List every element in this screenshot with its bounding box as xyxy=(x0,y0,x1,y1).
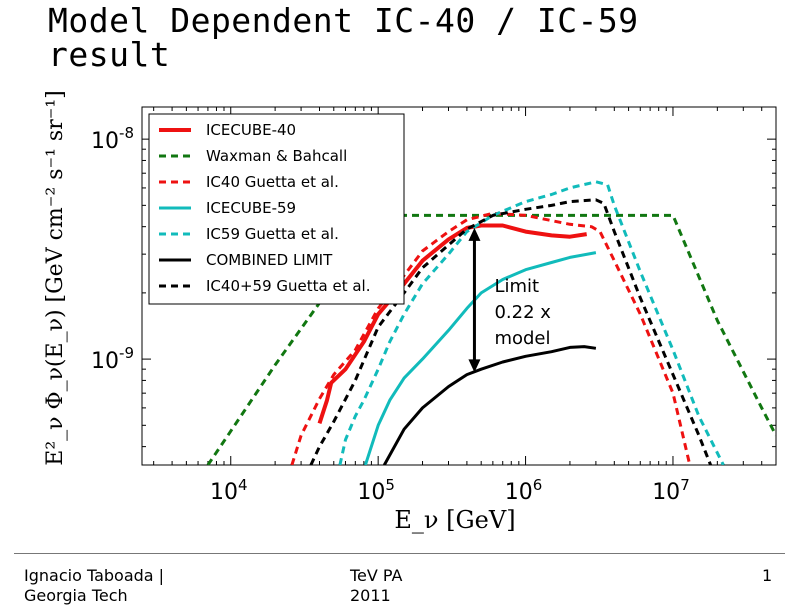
footer-page-number: 1 xyxy=(762,566,773,585)
x-tick-label-exponent: 4 xyxy=(238,476,248,494)
x-axis-label: E_ν [GeV] xyxy=(394,506,515,534)
footer-divider xyxy=(14,553,785,554)
legend-label-combined-limit: COMBINED LIMIT xyxy=(206,251,333,269)
y-tick-label-exponent: -9 xyxy=(119,344,134,362)
series-line-combined-limit xyxy=(382,345,597,465)
limit-annotation-line: model xyxy=(494,328,550,349)
y-tick-label: 10-8 xyxy=(91,124,134,154)
y-tick-label-exponent: -8 xyxy=(119,124,134,142)
limit-arrow-head-up xyxy=(468,227,481,241)
legend-label-ic40-59-guetta-et-al: IC40+59 Guetta et al. xyxy=(206,277,371,295)
legend-label-icecube-59: ICECUBE-59 xyxy=(206,199,296,217)
x-tick-label: 106 xyxy=(505,476,543,505)
x-tick-label-base: 10 xyxy=(505,480,533,505)
x-tick-label-exponent: 6 xyxy=(533,476,543,494)
x-tick-label-exponent: 5 xyxy=(385,476,395,494)
series-group xyxy=(206,180,776,465)
limit-arrow-head-down xyxy=(468,359,481,373)
legend: ICECUBE-40 Waxman & Bahcall IC40 Guetta et… xyxy=(148,113,405,305)
slide-title: Model Dependent IC-40 / IC-59 result xyxy=(48,4,768,72)
series-line-icecube-59 xyxy=(363,251,597,465)
y-tick-label: 10-9 xyxy=(91,344,134,374)
legend-label-ic40-guetta-et-al: IC40 Guetta et al. xyxy=(206,173,339,191)
y-tick-label-base: 10 xyxy=(91,129,119,154)
x-tick-label-exponent: 7 xyxy=(680,476,690,494)
slide-title-line-1: Model Dependent IC-40 / IC-59 xyxy=(48,1,639,40)
x-tick-label: 107 xyxy=(652,476,690,505)
legend-box xyxy=(148,113,405,305)
x-tick-label: 104 xyxy=(210,476,248,505)
footer-author: Ignacio Taboada | Georgia Tech xyxy=(24,566,165,605)
series-line-waxman-bahcall xyxy=(206,213,776,465)
x-tick-label: 105 xyxy=(357,476,395,505)
series-line-ic40-59-guetta-et-al xyxy=(309,198,712,465)
limit-annotation-line: Limit xyxy=(494,276,539,297)
legend-label-icecube-40: ICECUBE-40 xyxy=(206,121,296,139)
series-line-icecube-40 xyxy=(317,223,588,425)
legend-label-ic59-guetta-et-al: IC59 Guetta et al. xyxy=(206,225,339,243)
legend-label-waxman-bahcall: Waxman & Bahcall xyxy=(206,147,347,165)
x-tick-label-base: 10 xyxy=(357,480,385,505)
y-tick-label-base: 10 xyxy=(91,349,119,374)
series-line-ic40-guetta-et-al xyxy=(290,211,692,465)
limit-annotation-line: 0.22 x xyxy=(494,302,551,323)
footer-event: TeV PA 2011 xyxy=(350,566,403,605)
x-tick-label-base: 10 xyxy=(652,480,680,505)
y-axis-label: E²_ν Φ_ν(E_ν) [GeV cm⁻² s⁻¹ sr⁻¹] xyxy=(43,90,68,465)
x-tick-label-base: 10 xyxy=(210,480,238,505)
plot-frame xyxy=(141,106,777,466)
slide-title-line-2: result xyxy=(48,35,171,74)
